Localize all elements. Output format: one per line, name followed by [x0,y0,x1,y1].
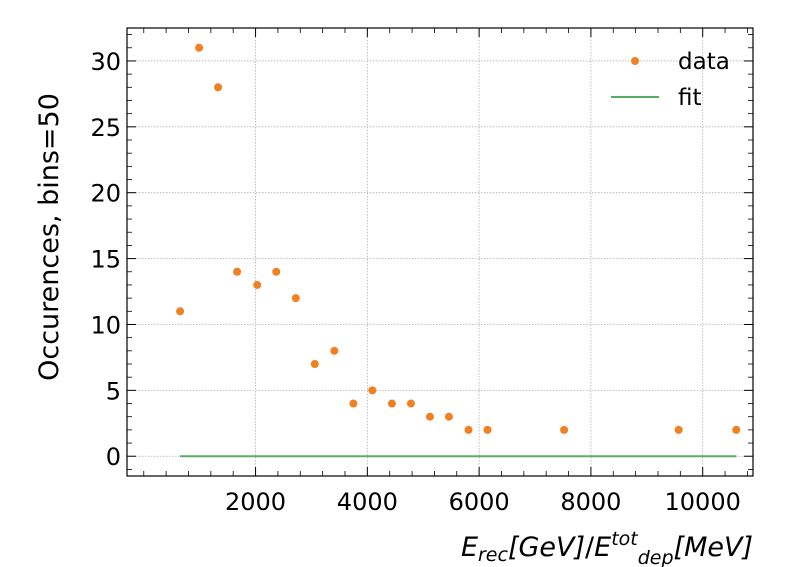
data-point [464,425,473,434]
grid [127,28,753,476]
data-point [330,346,339,355]
x-tick-label: 10000 [665,488,741,516]
data-point [674,425,683,434]
x-label-sup2: tot [611,528,639,550]
data-point [176,307,185,316]
data-point [732,425,741,434]
legend-data-marker [631,57,639,65]
data-point [444,412,453,421]
data-point [368,386,377,395]
x-label-main: E [461,532,478,563]
data-point [310,360,319,368]
y-tick-label: 15 [90,246,121,274]
data-point [349,399,358,408]
x-label-sub2: dep [638,547,674,567]
data-point [233,267,242,276]
data-point [272,267,281,276]
legend-fit-label: fit [678,85,702,111]
data-point [214,83,223,92]
x-axis-label: Erec[GeV]/Etotdep[MeV] [461,528,753,567]
data-point [483,425,492,434]
x-tick-label: 8000 [560,488,621,516]
data-point [195,43,204,52]
data-point [560,425,569,434]
y-tick-label: 25 [90,114,121,142]
x-label-unit2: [MeV] [674,532,753,563]
x-tick-label: 6000 [449,488,510,516]
data-point [387,399,396,408]
y-tick-label: 5 [106,377,121,405]
x-label-unit: [GeV] [508,532,585,563]
data-point [425,412,434,421]
x-tick-label: 4000 [337,488,398,516]
y-tick-label: 0 [106,443,121,471]
legend-data-label: data [678,49,730,75]
plot-frame [126,27,754,477]
x-tick-label: 2000 [225,488,286,516]
series-layer [176,43,741,458]
ticks: 2000 4000 6000 8000 10000 0 5 10 15 20 25 30 [90,28,753,516]
data-point [406,399,415,408]
data-point [253,280,262,289]
x-label-slash: / [585,532,595,563]
y-tick-label: 30 [90,48,121,76]
y-tick-label: 20 [90,180,121,208]
x-label-sub: rec [478,544,509,566]
legend: data fit [611,49,730,111]
y-tick-label: 10 [90,311,121,339]
data-point [291,294,300,303]
x-label-main2: E [594,532,611,563]
y-axis-label: Occurences, bins=50 [34,93,65,381]
